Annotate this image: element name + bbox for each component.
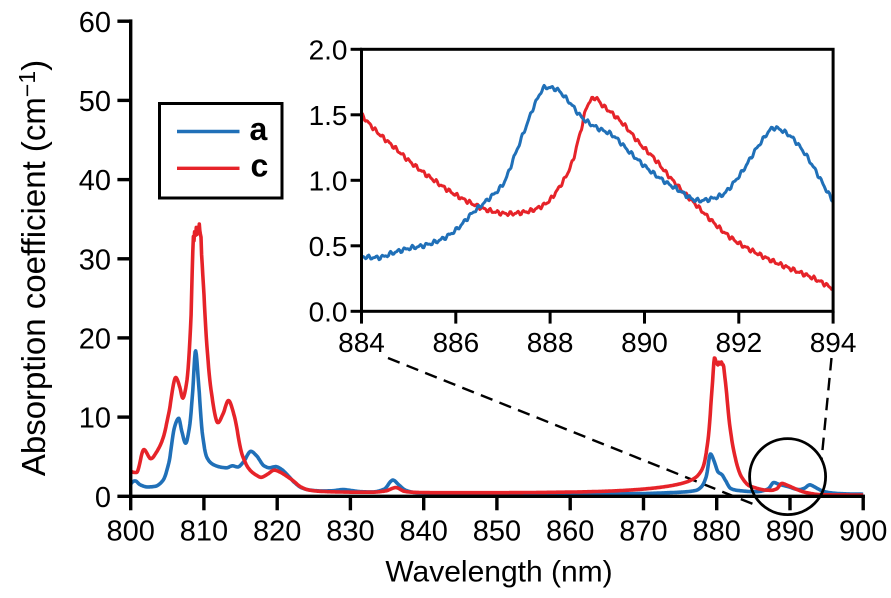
svg-text:30: 30 <box>79 244 111 276</box>
svg-text:840: 840 <box>400 516 448 548</box>
svg-text:894: 894 <box>810 327 857 358</box>
svg-text:880: 880 <box>693 516 741 548</box>
svg-text:870: 870 <box>619 516 667 548</box>
svg-text:890: 890 <box>766 516 814 548</box>
svg-text:Absorption coefficient (cm−1): Absorption coefficient (cm−1) <box>14 60 52 476</box>
svg-text:886: 886 <box>432 327 479 358</box>
svg-text:800: 800 <box>107 516 155 548</box>
svg-text:810: 810 <box>180 516 228 548</box>
svg-text:60: 60 <box>79 7 111 39</box>
svg-text:50: 50 <box>79 86 111 118</box>
svg-text:890: 890 <box>621 327 668 358</box>
svg-text:0.5: 0.5 <box>309 231 348 262</box>
svg-text:0: 0 <box>95 482 111 514</box>
svg-text:40: 40 <box>79 165 111 197</box>
svg-text:10: 10 <box>79 403 111 435</box>
svg-text:900: 900 <box>839 516 887 548</box>
svg-text:884: 884 <box>338 327 385 358</box>
svg-text:850: 850 <box>473 516 521 548</box>
svg-text:1.0: 1.0 <box>309 166 348 197</box>
svg-text:892: 892 <box>715 327 762 358</box>
svg-text:c: c <box>251 148 269 184</box>
svg-text:2.0: 2.0 <box>309 35 348 66</box>
svg-text:888: 888 <box>527 327 574 358</box>
svg-text:Wavelength (nm): Wavelength (nm) <box>385 556 612 589</box>
svg-text:820: 820 <box>253 516 301 548</box>
svg-text:20: 20 <box>79 324 111 356</box>
svg-text:830: 830 <box>326 516 374 548</box>
svg-text:860: 860 <box>546 516 594 548</box>
svg-text:1.5: 1.5 <box>309 100 348 131</box>
svg-text:a: a <box>250 111 268 147</box>
svg-text:0.0: 0.0 <box>309 297 348 328</box>
